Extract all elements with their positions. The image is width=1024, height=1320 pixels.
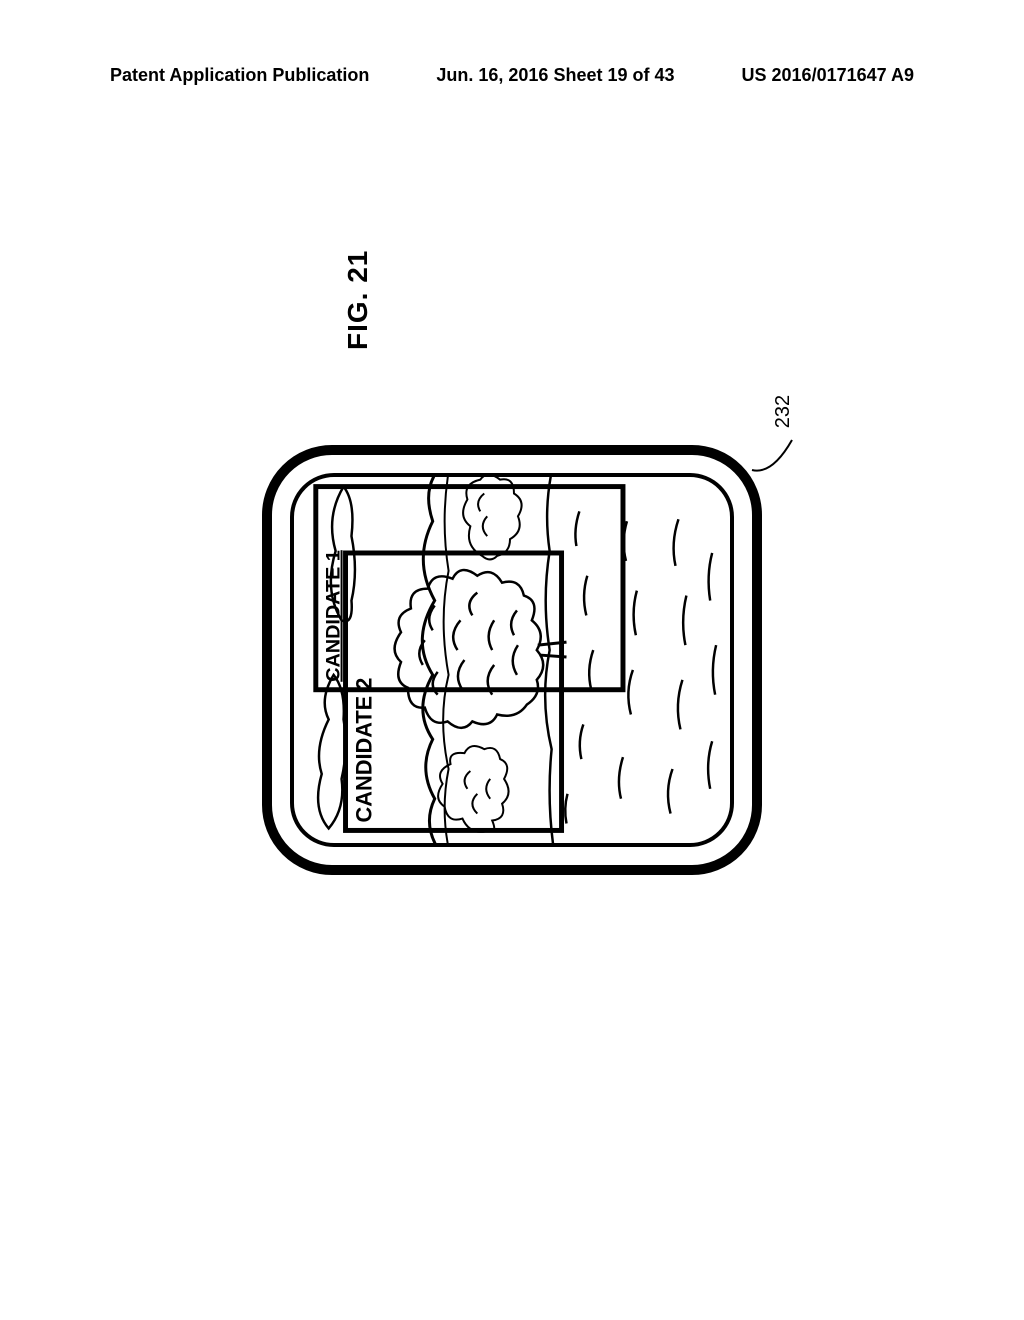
- reference-leader: [742, 425, 822, 485]
- header-center: Jun. 16, 2016 Sheet 19 of 43: [436, 65, 674, 86]
- svg-text:CANDIDATE 2: CANDIDATE 2: [351, 678, 376, 823]
- svg-text:CANDIDATE 1: CANDIDATE 1: [323, 550, 345, 682]
- landscape-scene: CANDIDATE 2 CANDIDATE 1: [294, 477, 730, 843]
- device-frame: CANDIDATE 2 CANDIDATE 1: [262, 445, 762, 875]
- header-left: Patent Application Publication: [110, 65, 369, 86]
- reference-number: 232: [772, 395, 795, 428]
- device-screen: CANDIDATE 2 CANDIDATE 1: [290, 473, 734, 847]
- header-right: US 2016/0171647 A9: [742, 65, 914, 86]
- page-header: Patent Application Publication Jun. 16, …: [0, 65, 1024, 86]
- figure-21: FIG. 21 232: [222, 400, 802, 920]
- figure-label: FIG. 21: [342, 250, 374, 350]
